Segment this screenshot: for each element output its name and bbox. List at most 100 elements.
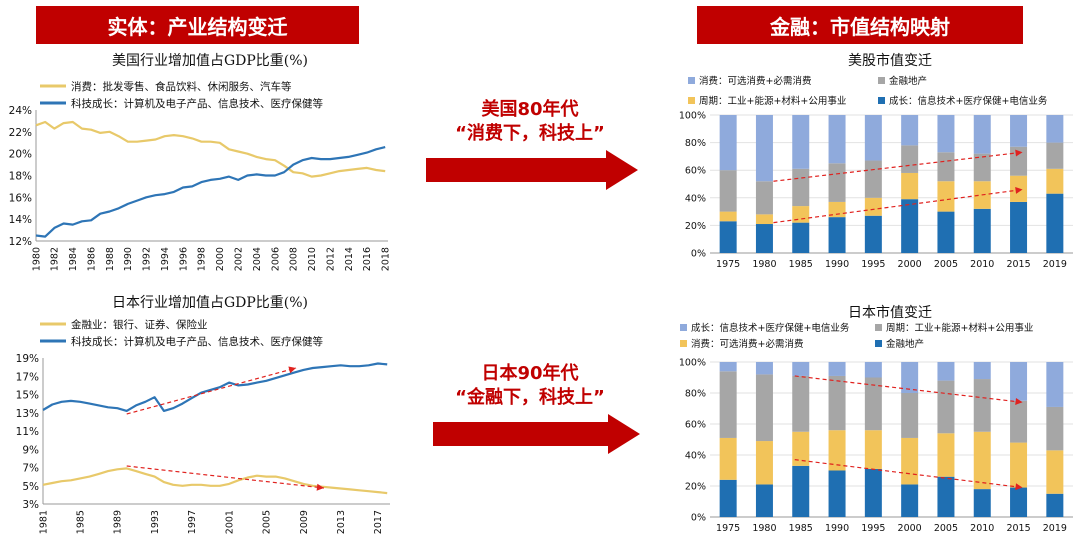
line1-x-tick-2: 1989	[113, 510, 124, 534]
bar3-segment-1990-2	[828, 375, 846, 431]
line1-x-tick-9: 2017	[373, 510, 384, 534]
bar2-segment-1985-0	[792, 222, 810, 253]
bar3-legend-label-3: 金融地产	[886, 338, 924, 350]
top-arrow-label: 美国80年代 “消费下，科技上”	[420, 98, 640, 146]
line0-x-tick-1: 1982	[50, 247, 61, 271]
us-line-chart-title: 美国行业增加值占GDP比重(%)	[111, 53, 309, 69]
line0-x-tick-12: 2004	[252, 247, 263, 271]
bottom-arrow-line2: “金融下，科技上”	[455, 387, 605, 408]
top-arrow-line2: “消费下，科技上”	[455, 123, 605, 144]
bar2-segment-1990-2	[828, 163, 846, 202]
line0-x-tick-7: 1994	[160, 247, 171, 271]
bar2-segment-1975-1	[719, 211, 737, 222]
bar2-x-tick-3: 1990	[825, 259, 849, 270]
bar3-segment-2000-0	[901, 484, 919, 517]
bar3-segment-2015-0	[1010, 487, 1028, 517]
bottom-arrow-line1: 日本90年代	[481, 363, 579, 384]
bar3-segment-2005-2	[937, 380, 955, 434]
bar3-x-tick-6: 2005	[934, 523, 958, 534]
bar3-y-tick-5: 100%	[679, 358, 706, 369]
right-banner: 金融：市值结构映射	[697, 6, 1023, 44]
bar2-legend-label-1: 金融地产	[889, 75, 927, 87]
jp-upper-trend-arrow	[794, 375, 1023, 403]
line1-y-tick-5: 13%	[16, 408, 39, 420]
bar2-legend-swatch-1	[878, 77, 885, 84]
bar3-segment-1990-0	[828, 470, 846, 517]
bar3-x-tick-1: 1980	[752, 523, 776, 534]
bar2-segment-2015-2	[1010, 146, 1028, 176]
bar3-y-tick-1: 20%	[685, 482, 706, 493]
line1-y-tick-7: 17%	[16, 371, 39, 383]
bar3-segment-1975-2	[719, 371, 737, 438]
bar3-legend-swatch-1	[875, 324, 882, 331]
line1-y-tick-0: 3%	[22, 499, 39, 511]
bar2-y-tick-0: 0%	[691, 249, 706, 260]
line0-x-tick-0: 1980	[31, 247, 42, 271]
bar3-segment-1995-2	[864, 377, 882, 431]
line1-x-tick-4: 1997	[187, 510, 198, 534]
jp-lower-trend-arrow	[794, 459, 1023, 489]
line0-x-tick-10: 2000	[215, 247, 226, 271]
bar3-legend-swatch-0	[680, 324, 687, 331]
us-bar-chart-title: 美股市值变迁	[848, 53, 932, 69]
bar3-x-tick-3: 1990	[825, 523, 849, 534]
bar2-segment-2015-3	[1010, 115, 1028, 147]
bar2-x-tick-5: 2000	[898, 259, 922, 270]
bar2-y-tick-2: 40%	[685, 193, 706, 204]
bar3-legend-swatch-2	[680, 340, 687, 347]
bar2-segment-2000-2	[901, 145, 919, 173]
line1-x-tick-5: 2001	[224, 510, 235, 534]
bar2-legend-label-0: 消费：可选消费+必需消费	[699, 75, 811, 87]
bottom-arrow-label: 日本90年代 “金融下，科技上”	[420, 362, 640, 410]
bar3-x-tick-5: 2000	[898, 523, 922, 534]
bar3-segment-2005-0	[937, 476, 955, 517]
line0-x-tick-9: 1998	[197, 247, 208, 271]
bottom-red-arrow	[433, 414, 640, 454]
bar2-segment-1975-0	[719, 221, 737, 253]
line1-series-0	[42, 467, 388, 495]
line0-x-tick-18: 2016	[362, 247, 373, 271]
bar3-segment-1980-0	[755, 484, 773, 517]
bar2-segment-2010-2	[973, 153, 991, 182]
bar3-segment-2010-1	[973, 431, 991, 490]
line0-y-tick-6: 24%	[9, 105, 32, 117]
bar2-y-tick-4: 80%	[685, 138, 706, 149]
bar2-segment-1995-2	[864, 160, 882, 198]
bar3-segment-1980-1	[755, 441, 773, 485]
us-upper-trend-arrow-head	[1015, 149, 1023, 157]
bar3-x-tick-7: 2010	[970, 523, 994, 534]
line0-y-tick-1: 14%	[9, 214, 32, 226]
bar3-segment-1990-3	[828, 362, 846, 376]
line0-x-tick-19: 2018	[381, 247, 392, 271]
bar3-segment-1995-1	[864, 430, 882, 469]
bar3-y-tick-2: 40%	[685, 451, 706, 462]
line1-x-tick-7: 2009	[299, 510, 310, 534]
line0-x-tick-15: 2010	[307, 247, 318, 271]
jp-finance-trend-arrow	[126, 465, 325, 489]
bar3-segment-1985-2	[792, 375, 810, 432]
bar3-legend-label-0: 成长：信息技术+医疗保健+电信业务	[691, 322, 850, 334]
bar2-segment-1985-3	[792, 115, 810, 169]
bar2-y-tick-5: 100%	[679, 111, 706, 122]
bar2-segment-2019-2	[1046, 142, 1064, 169]
bar2-segment-1995-0	[864, 215, 882, 253]
bar3-segment-1995-3	[864, 362, 882, 378]
bar3-segment-1975-3	[719, 362, 737, 372]
line1-y-tick-4: 11%	[16, 426, 39, 438]
bar3-segment-2015-3	[1010, 362, 1028, 401]
bar3-x-tick-9: 2019	[1043, 523, 1067, 534]
line0-y-tick-0: 12%	[9, 236, 32, 248]
bar3-segment-2005-1	[937, 433, 955, 477]
line1-legend-label-0: 金融业：银行、证券、保险业	[71, 318, 208, 331]
bar2-segment-2000-0	[901, 199, 919, 253]
line0-x-tick-13: 2006	[270, 247, 281, 271]
bar3-segment-2015-2	[1010, 400, 1028, 443]
line0-y-tick-2: 16%	[9, 192, 32, 204]
us-lower-trend-arrow-head	[1015, 186, 1023, 194]
bar3-x-tick-2: 1985	[789, 523, 813, 534]
bar3-segment-2000-3	[901, 362, 919, 393]
bar2-segment-1995-3	[864, 115, 882, 161]
bar2-segment-1985-2	[792, 168, 810, 207]
line1-x-tick-1: 1985	[76, 510, 87, 534]
line0-x-tick-17: 2014	[344, 247, 355, 271]
